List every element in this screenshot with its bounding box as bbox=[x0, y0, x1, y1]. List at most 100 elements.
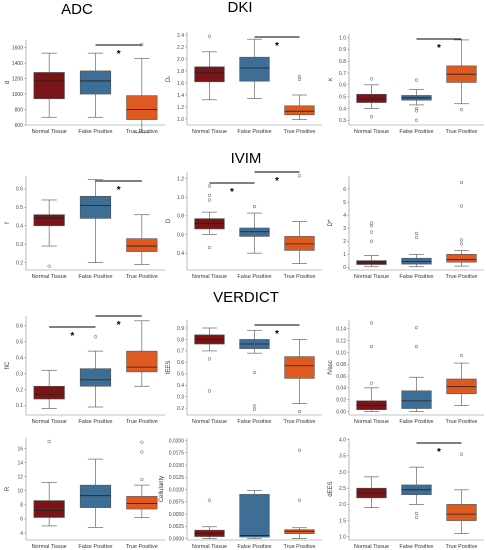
section-title-verdict: VERDICT bbox=[213, 289, 279, 306]
flier-point bbox=[369, 221, 374, 225]
flier-point bbox=[207, 193, 212, 197]
y-tick-label: 1.6 bbox=[177, 81, 184, 87]
y-axis-label: Cellularity bbox=[159, 476, 165, 502]
flier-point bbox=[207, 389, 212, 393]
box-true_positive bbox=[126, 350, 158, 373]
x-tick-label: False Positive bbox=[78, 544, 112, 550]
y-tick-label: 0.4 bbox=[177, 251, 184, 257]
flier-point bbox=[414, 344, 419, 349]
y-tick-label: 0.12 bbox=[336, 338, 346, 344]
panel-fic: 0.1 0.2 0.3 0.4 0.5 0.6 fIC Normal Tissue False … bbox=[5, 315, 165, 425]
x-tick-label: Normal Tissue bbox=[354, 129, 389, 135]
x-tick-label: False Positive bbox=[237, 129, 271, 135]
y-tick-label: 1200 bbox=[12, 76, 23, 82]
x-tick-label: Normal Tissue bbox=[192, 274, 227, 280]
x-tick-label: False Positive bbox=[399, 274, 433, 280]
x-tick-label: False Positive bbox=[399, 544, 433, 550]
y-tick-label: 0.2 bbox=[16, 260, 23, 266]
y-tick-label: 1400 bbox=[12, 61, 23, 67]
y-tick-label: 6 bbox=[20, 517, 23, 523]
y-tick-label: 0.00 bbox=[336, 409, 346, 415]
panels: 600 800 1000 1200 1400 1600 d Normal Tissue Fals… bbox=[5, 32, 484, 550]
x-tick-label: False Positive bbox=[237, 419, 271, 425]
y-tick-label: 16 bbox=[17, 446, 23, 452]
x-tick-label: True Positive bbox=[446, 544, 478, 550]
panel-dees: 1.0 1.5 2.0 2.5 3.0 3.5 4.0 dEES Normal Tissue Fa… bbox=[328, 437, 484, 550]
y-tick-label: 0.7 bbox=[339, 71, 346, 77]
y-tick-label: 0.06 bbox=[336, 374, 346, 380]
y-tick-label: 2.4 bbox=[177, 33, 184, 39]
flier-point bbox=[297, 448, 302, 452]
y-tick-label: 0.0100 bbox=[169, 487, 185, 493]
section-title-ivim: IVIM bbox=[231, 150, 262, 167]
y-tick-label: 3 bbox=[343, 226, 346, 232]
significance-star: * bbox=[275, 176, 279, 187]
box-true_positive bbox=[284, 236, 315, 251]
y-tick-label: 0.6 bbox=[177, 360, 184, 366]
x-tick-label: Normal Tissue bbox=[192, 544, 227, 550]
y-tick-label: 0.0025 bbox=[169, 524, 185, 530]
y-tick-label: 6 bbox=[343, 187, 346, 193]
y-axis-label: fVasc bbox=[328, 360, 334, 375]
flier-point bbox=[369, 344, 374, 349]
flier-point bbox=[369, 115, 374, 119]
flier-point bbox=[297, 77, 302, 82]
box-true_positive bbox=[126, 496, 158, 510]
y-tick-label: 0.0000 bbox=[169, 536, 185, 542]
panel-dk: 1.0 1.2 1.4 1.6 1.8 2.0 2.2 2.4 Dₖ Normal Tissue F… bbox=[166, 32, 322, 135]
x-tick-label: Normal Tissue bbox=[192, 419, 227, 425]
y-axis-label: fIC bbox=[5, 361, 11, 369]
flier-point bbox=[140, 440, 144, 444]
flier-point bbox=[252, 404, 257, 408]
flier-point bbox=[414, 231, 419, 236]
y-tick-label: 0.5 bbox=[177, 372, 184, 378]
flier-point bbox=[47, 439, 51, 444]
x-tick-label: Normal Tissue bbox=[192, 129, 227, 135]
y-axis-label: f bbox=[5, 222, 11, 224]
y-tick-label: 4.0 bbox=[339, 437, 346, 443]
y-tick-label: 8 bbox=[20, 503, 23, 509]
y-tick-label: 0.1 bbox=[16, 403, 23, 409]
y-tick-label: 4 bbox=[20, 531, 23, 537]
y-tick-label: 1.5 bbox=[339, 518, 346, 524]
flier-point bbox=[459, 204, 464, 208]
x-tick-label: True Positive bbox=[446, 129, 478, 135]
flier-point bbox=[207, 184, 212, 188]
y-tick-label: 2 bbox=[343, 239, 346, 245]
flier-point bbox=[252, 407, 257, 411]
y-tick-label: 0.2 bbox=[16, 387, 23, 393]
box-true_positive bbox=[126, 95, 158, 120]
y-tick-label: 0.8 bbox=[339, 59, 346, 65]
significance-star: * bbox=[117, 185, 121, 196]
flier-point bbox=[414, 515, 419, 519]
flier-point bbox=[47, 264, 51, 268]
box-false_positive bbox=[79, 484, 112, 508]
x-tick-label: True Positive bbox=[126, 544, 158, 550]
x-tick-label: Normal Tissue bbox=[354, 419, 389, 425]
box-true_positive bbox=[284, 356, 315, 379]
section-title-dki: DKI bbox=[227, 0, 252, 16]
y-tick-label: 0.04 bbox=[336, 386, 346, 392]
y-tick-label: 0.4 bbox=[16, 355, 23, 361]
x-tick-label: False Positive bbox=[78, 129, 112, 135]
box-normal bbox=[33, 72, 65, 100]
x-tick-label: False Positive bbox=[399, 129, 433, 135]
y-tick-label: 2.5 bbox=[339, 486, 346, 492]
x-tick-label: False Positive bbox=[399, 419, 433, 425]
y-tick-label: 1.2 bbox=[177, 176, 184, 182]
y-tick-label: 1000 bbox=[12, 92, 23, 98]
flier-point bbox=[414, 326, 419, 330]
x-tick-label: Normal Tissue bbox=[32, 419, 67, 425]
significance-star: * bbox=[437, 43, 441, 54]
panel-Dstar: 0 1 2 3 4 5 6 D* Normal Tissue False Positive True… bbox=[328, 176, 484, 280]
y-tick-label: 10 bbox=[17, 489, 23, 495]
y-tick-label: 0.6 bbox=[177, 232, 184, 238]
box-normal bbox=[356, 93, 387, 103]
flier-point bbox=[140, 450, 144, 454]
box-normal bbox=[33, 385, 65, 400]
panel-k: 0.3 0.4 0.5 0.6 0.7 0.8 0.9 1.0 κ Normal Tissue Fa… bbox=[328, 34, 484, 135]
box-true_positive bbox=[126, 238, 158, 252]
flier-point bbox=[369, 239, 374, 243]
x-tick-label: Normal Tissue bbox=[32, 129, 67, 135]
